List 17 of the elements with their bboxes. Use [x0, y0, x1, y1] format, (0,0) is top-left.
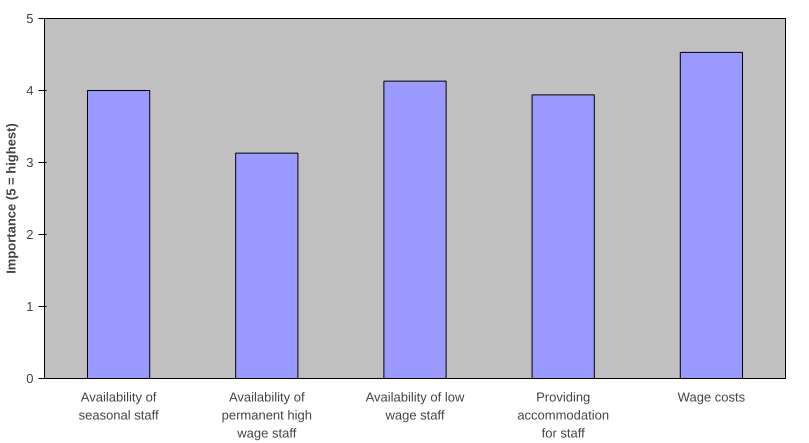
bar — [680, 52, 744, 378]
bar — [235, 152, 298, 378]
bar — [86, 90, 150, 378]
y-tick-label: 3 — [26, 155, 34, 170]
x-tick-label: Availability of low wage staff — [366, 390, 465, 422]
x-tick-label: Wage costs — [678, 390, 746, 404]
bar — [383, 80, 447, 378]
y-tick-label: 5 — [26, 11, 34, 26]
x-tick-label: Providing accommodation for staff — [517, 390, 610, 440]
x-tick-label: Availability of permanent high wage staff — [222, 390, 312, 440]
y-tick-label: 1 — [26, 299, 34, 314]
y-tick-label: 0 — [26, 371, 34, 386]
y-tick-label: 4 — [26, 83, 34, 98]
bar — [532, 94, 595, 378]
x-tick-label: Availability of seasonal staff — [78, 390, 159, 422]
y-tick-label: 2 — [26, 227, 34, 242]
y-axis-title: Importance (5 = highest) — [3, 123, 18, 274]
